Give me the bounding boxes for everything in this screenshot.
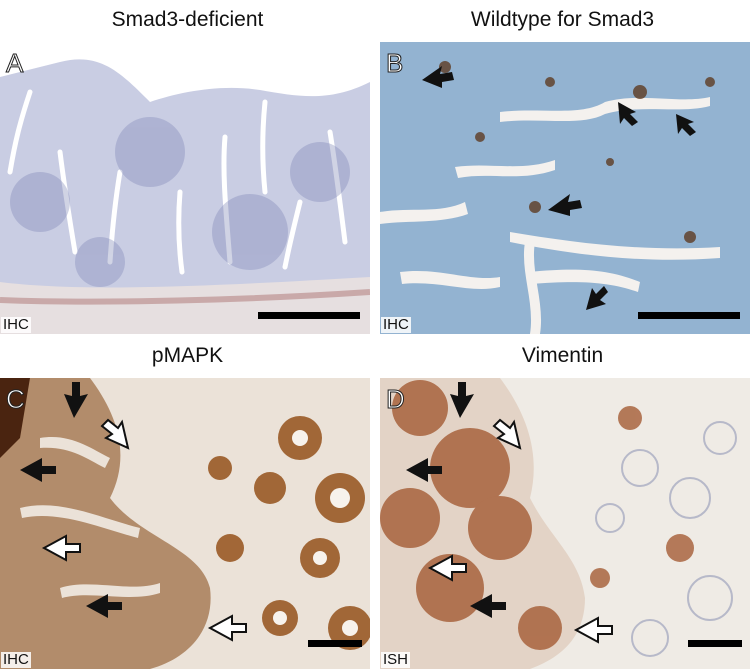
panel-c-tissue <box>0 378 370 669</box>
panel-b-method: IHC <box>381 317 411 333</box>
panel-c-title: pMAPK <box>0 344 375 368</box>
panel-b-title: Wildtype for Smad3 <box>375 8 750 32</box>
panel-a-tissue <box>0 42 370 334</box>
panel-d-scale-bar <box>688 640 742 647</box>
panel-c-micrograph: C IHC <box>0 378 370 669</box>
panel-b-letter: B <box>386 48 403 79</box>
panel-b-scale-bar <box>638 312 740 319</box>
panel-d-method: ISH <box>381 652 410 668</box>
panel-c-letter: C <box>6 384 25 415</box>
panel-d-micrograph: D ISH <box>380 378 750 669</box>
panel-a-scale-bar <box>258 312 360 319</box>
panel-d-title: Vimentin <box>375 344 750 368</box>
panel-c-scale-bar <box>308 640 362 647</box>
panel-c-method: IHC <box>1 652 31 668</box>
panel-b-micrograph: B IHC <box>380 42 750 334</box>
panel-a-method: IHC <box>1 317 31 333</box>
panel-d-tissue <box>380 378 750 669</box>
panel-b-tissue <box>380 42 750 334</box>
panel-a-title: Smad3-deficient <box>0 8 375 32</box>
panel-a-letter: A <box>6 48 23 79</box>
panel-a-micrograph: A IHC <box>0 42 370 334</box>
panel-d-letter: D <box>386 384 405 415</box>
